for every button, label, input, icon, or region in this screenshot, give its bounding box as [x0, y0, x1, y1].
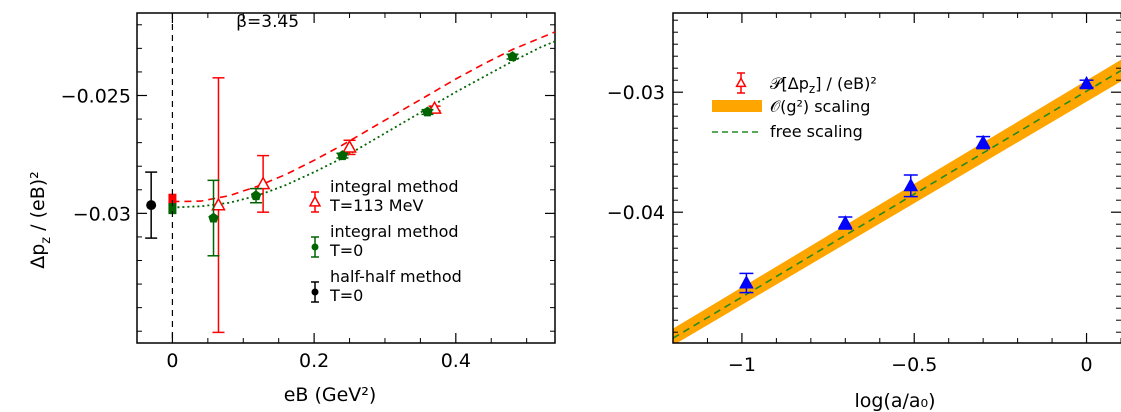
- legend-label-sub: T=0: [329, 286, 363, 305]
- data-point-pentagon: [507, 51, 518, 62]
- legend-label: integral method: [330, 222, 459, 241]
- data-point-triangle: [342, 139, 357, 153]
- data-point-triangle: [837, 215, 853, 229]
- right-legend: 𝒫[Δpz] / (eB)²𝒪(g²) scaling free scaling: [712, 72, 877, 141]
- legend-label: integral method: [330, 177, 459, 196]
- legend-label: half-half method: [330, 267, 462, 286]
- right-free-line: [673, 69, 1121, 339]
- data-point-triangle: [975, 134, 991, 149]
- y-tick-label: −0.03: [607, 82, 665, 104]
- y-tick-label: −0.04: [607, 202, 665, 224]
- beta-annotation: β=3.45: [236, 12, 299, 32]
- legend-marker: [308, 195, 322, 207]
- fit-curve-0: [172, 31, 556, 203]
- free-scaling-line: [673, 69, 1121, 339]
- left-data-points: [145, 51, 519, 334]
- data-point-pentagon: [422, 106, 433, 117]
- data-point-triangle: [255, 176, 271, 190]
- data-point-triangle: [211, 197, 226, 211]
- data-point-pentagon: [208, 212, 219, 223]
- legend-label-sub: T=113 MeV: [329, 196, 423, 215]
- legend-label-sub: T=0: [329, 241, 363, 260]
- x-tick-label: 0.2: [299, 350, 329, 372]
- legend-label: 𝒫[Δpz] / (eB)²: [770, 74, 877, 96]
- scaling-band: [673, 59, 1121, 343]
- left-x-axis-title: eB (GeV²): [284, 384, 377, 406]
- right-data-points: [739, 75, 1094, 294]
- svg-text:Δpz / (eB)²: Δpz / (eB)²: [27, 171, 54, 269]
- data-point-triangle: [903, 177, 919, 192]
- y-tick-label: −0.025: [61, 86, 131, 108]
- right-plot-frame: [672, 12, 1121, 344]
- left-ticks: 0 0.2 0.4 −0.025 −0.03: [61, 13, 555, 372]
- right-ticks: −1 −0.5 0 −0.03 −0.04: [607, 13, 1121, 376]
- right-x-axis-title: log(a/a₀): [854, 390, 935, 412]
- right-band: [673, 59, 1121, 343]
- data-point-triangle: [1079, 75, 1094, 90]
- zero-point-square: [168, 203, 177, 215]
- x-tick-label: 0: [166, 350, 178, 372]
- data-point-pentagon: [337, 150, 348, 161]
- legend-marker: [735, 76, 747, 88]
- y-tick-label: −0.03: [73, 203, 131, 225]
- left-fit-curves: [172, 31, 556, 209]
- x-tick-label: −0.5: [891, 354, 937, 376]
- data-point-triangle: [739, 275, 754, 289]
- fit-curve-1: [172, 40, 556, 209]
- x-tick-label: 0: [1080, 354, 1092, 376]
- data-point-pentagon: [250, 190, 262, 201]
- right-chart: −1 −0.5 0 −0.03 −0.04 𝒫[Δpz] / (eB)²𝒪(g²) sc…: [607, 12, 1121, 412]
- legend-label: 𝒪(g²) scaling: [770, 97, 870, 116]
- x-tick-label: 0.4: [441, 350, 471, 372]
- left-y-axis-title: Δpz / (eB)²: [27, 171, 54, 269]
- legend-marker: [311, 288, 319, 296]
- left-chart: 0 0.2 0.4 −0.025 −0.03 β=3.45 integral metho…: [27, 12, 556, 406]
- legend-marker: [311, 243, 319, 251]
- left-plot-frame: [136, 12, 556, 344]
- zero-point-square: [168, 193, 177, 205]
- x-tick-label: −1: [728, 354, 756, 376]
- legend-label: free scaling: [770, 122, 863, 141]
- legend-band-swatch: [712, 100, 762, 112]
- data-point-circle: [146, 200, 157, 211]
